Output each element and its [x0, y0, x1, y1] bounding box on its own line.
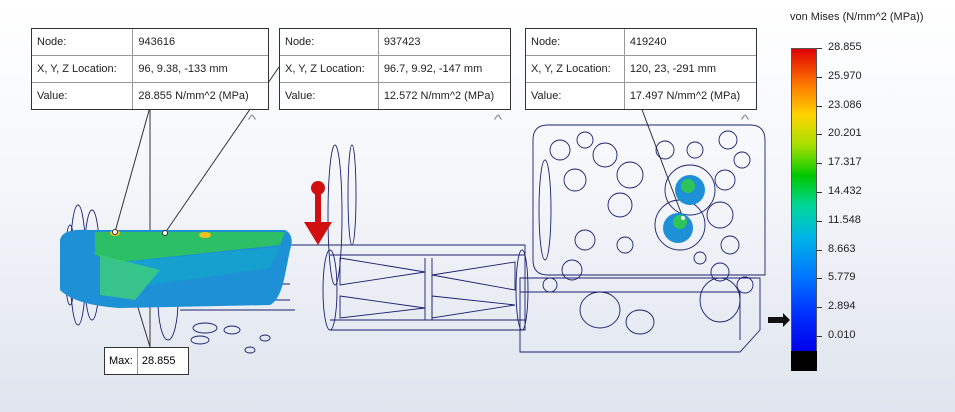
colorbar-base — [791, 351, 817, 371]
node-value: 937423 — [378, 29, 510, 56]
probe-box-2[interactable]: Node: 937423 X, Y, Z Location: 96.7, 9.92,… — [279, 28, 511, 110]
location-label: X, Y, Z Location: — [526, 55, 625, 83]
legend-tick-label: 14.432 — [828, 185, 862, 197]
legend-tick-mark — [817, 105, 822, 107]
legend-tick-mark — [817, 336, 822, 337]
location-value: 96, 9.38, -133 mm — [132, 55, 268, 83]
load-arrow-icon[interactable] — [304, 181, 332, 245]
legend-tick-label: 5.779 — [828, 271, 856, 284]
legend-tick-label: 0.010 — [828, 329, 856, 341]
legend-tick-mark — [817, 163, 822, 165]
legend-tick-mark — [817, 192, 822, 193]
probe-box-3[interactable]: Node: 419240 X, Y, Z Location: 120, 23, -2… — [525, 28, 757, 110]
stress-contour-part[interactable] — [60, 175, 705, 308]
legend-tick-mark — [817, 307, 822, 309]
probe-box-1[interactable]: Node: 943616 X, Y, Z Location: 96, 9.38, -… — [31, 28, 269, 110]
legend-tick-label: 8.663 — [828, 242, 856, 255]
legend-tick-label: 11.548 — [828, 213, 861, 226]
collapse-caret-icon[interactable]: ^ — [740, 112, 750, 127]
collapse-caret-icon[interactable]: ^ — [493, 112, 503, 127]
legend-tick-label: 17.317 — [828, 156, 862, 169]
stress-label: Value: — [280, 82, 379, 109]
max-value: 28.855 — [141, 355, 176, 367]
legend-tick-mark — [817, 48, 822, 49]
node-label: Node: — [280, 29, 379, 56]
legend-tick-label: 28.855 — [828, 41, 862, 53]
node-label: Node: — [32, 29, 134, 56]
max-label: Max: — [105, 348, 138, 374]
collapse-caret-icon[interactable]: ^ — [247, 112, 257, 127]
yield-pointer-icon — [768, 313, 790, 327]
stress-colorbar[interactable] — [791, 48, 817, 352]
legend-tick-mark — [817, 249, 822, 251]
stress-label: Value: — [32, 82, 134, 109]
legend-title: von Mises (N/mm^2 (MPa)) — [790, 11, 924, 23]
legend-tick-mark — [817, 76, 822, 78]
legend-tick-label: 23.086 — [828, 98, 862, 111]
legend-tick-mark — [817, 278, 822, 280]
legend-tick-label: 20.201 — [828, 127, 862, 140]
node-label: Node: — [526, 29, 625, 56]
location-value: 120, 23, -291 mm — [624, 55, 756, 83]
legend-tick-mark — [817, 134, 822, 136]
location-label: X, Y, Z Location: — [32, 55, 134, 83]
max-marker[interactable]: Max: 28.855 — [104, 347, 189, 375]
stress-value: 28.855 N/mm^2 (MPa) — [138, 90, 249, 102]
legend-tick-mark — [817, 220, 822, 222]
location-value: 96.7, 9.92, -147 mm — [378, 55, 510, 83]
node-value: 419240 — [624, 29, 756, 56]
location-label: X, Y, Z Location: — [280, 55, 379, 83]
stress-value: 12.572 N/mm^2 (MPa) — [383, 90, 495, 102]
legend-tick-label: 25.970 — [828, 69, 862, 82]
node-value: 943616 — [132, 29, 268, 56]
stress-label: Value: — [526, 82, 625, 109]
stress-value: 17.497 N/mm^2 (MPa) — [629, 90, 741, 102]
legend-tick-label: 2.894 — [828, 300, 856, 313]
